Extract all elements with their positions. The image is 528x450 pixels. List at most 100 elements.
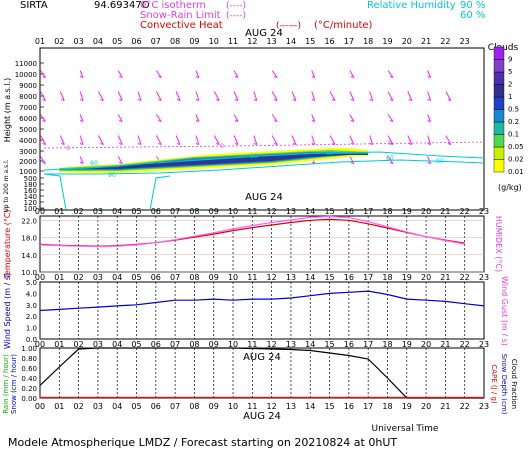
wind-arrow [291, 91, 297, 101]
ytick-label: 1.0 [26, 325, 37, 333]
color-bar-label: 0.02 [508, 156, 524, 164]
wind-arrow-head [176, 99, 181, 101]
hour-label: 02 [74, 273, 84, 282]
hour-label: 21 [440, 207, 450, 216]
color-bar-swatch [493, 46, 505, 60]
legend-isotherm-label: 0°C isotherm [140, 0, 206, 11]
cloud-ytick-label: 10000 [15, 71, 37, 79]
hour-label: 17 [344, 37, 354, 46]
clouds-color-bar: 0.01 0.02 0.05 0.1 0.2 0.5 1 2 5 9 [493, 46, 524, 176]
wind-arrow [311, 91, 316, 101]
hour-label: 03 [74, 37, 84, 46]
hour-label: 02 [54, 37, 64, 46]
isotherm-label: 0 [388, 140, 392, 147]
rh-contour-line [43, 173, 67, 211]
wind-arrow-head [195, 120, 200, 122]
ytick-label: 4.0 [26, 290, 37, 298]
hour-label: 05 [131, 340, 141, 349]
wind-arrow-head [311, 99, 315, 101]
hour-label: 18 [382, 273, 392, 282]
cloud-ytick-label: 160 [24, 187, 37, 195]
hour-label: 11 [247, 402, 257, 411]
wind-arrow [349, 91, 355, 101]
ytick-label: 5.0 [26, 279, 37, 287]
color-bar-label: 0.5 [508, 106, 519, 114]
wind-arrow [40, 91, 46, 101]
wind-arrow-head [369, 99, 373, 101]
wind-arrow [311, 114, 316, 122]
hour-label: 01 [54, 340, 64, 349]
wind-arrow-head [119, 120, 123, 122]
date-label-precip: AUG 24 [243, 352, 281, 363]
wind-arrow-head [216, 99, 220, 101]
wind-arrow-head [253, 143, 258, 145]
wind-arrow [387, 135, 394, 145]
hour-label: 15 [324, 207, 334, 216]
hour-label: 05 [131, 402, 141, 411]
legend-isotherm-sample: (----) [226, 1, 246, 11]
isotherm-line [43, 141, 485, 149]
hour-label: 22 [460, 273, 470, 282]
wind-arrow-head [158, 120, 162, 122]
forecast-title: Modele Atmospherique LMDZ / Forecast sta… [8, 436, 397, 449]
wind-arrow-head [389, 76, 394, 78]
hour-label: 20 [421, 340, 431, 349]
cloud-y-axis: 11000 10000 9000 8000 7000 6000 5000 4000 3000 20… [15, 60, 44, 213]
wind-arrow [155, 114, 162, 122]
wind-arrow [233, 91, 239, 101]
hour-label: 01 [54, 402, 64, 411]
wind-arrow [311, 70, 316, 78]
wind-arrow-head [195, 76, 200, 78]
wind-arrow-head [158, 143, 162, 145]
hour-label: 10 [228, 273, 238, 282]
snow-depth-ylabel: Snow Depth (cm) [500, 354, 508, 415]
cloud-ytick-label: 6000 [19, 115, 37, 123]
wind-arrow [369, 91, 374, 101]
hour-label: 19 [402, 402, 412, 411]
color-bar-swatch [493, 59, 505, 73]
wind-arrow-head [119, 162, 123, 164]
cloud-ytick-label: 140 [24, 193, 37, 201]
wind-arrow-head [408, 99, 412, 101]
hour-label: 23 [479, 402, 489, 411]
wind-arrow-head [350, 76, 355, 78]
hour-label: 18 [382, 207, 392, 216]
rh-label: Relative Humidity [367, 0, 456, 11]
rh-contour-label: 60 [250, 153, 258, 160]
wind-arrow [271, 70, 278, 78]
rh-contours [43, 151, 485, 211]
wind-arrow [195, 70, 200, 78]
wind-arrow [175, 135, 181, 145]
wind-arrow [349, 135, 355, 145]
wind-arrow-head [273, 143, 278, 145]
wind-arrow [349, 114, 355, 122]
wind-arrow [427, 70, 432, 78]
wind-arrow-head [137, 143, 142, 145]
hour-label: 05 [131, 207, 141, 216]
hour-label: 19 [402, 207, 412, 216]
ytick-label: 0.00 [21, 395, 37, 403]
cloud-ytick-label: 1000 [19, 168, 37, 176]
wind-arrow-head [350, 99, 355, 101]
hour-label: 09 [209, 402, 219, 411]
hour-label: 07 [170, 340, 180, 349]
wind-arrow-head [61, 143, 65, 145]
wind-arrow [387, 91, 394, 101]
ytick-label: 0.40 [21, 375, 37, 383]
hour-label: 20 [402, 37, 412, 46]
wind-arrow-head [273, 120, 278, 122]
color-bar-label: 0.01 [508, 168, 524, 176]
color-bar-label: 2 [508, 81, 512, 89]
wind-arrow-head [408, 143, 412, 145]
time-axis-label: Universal Time [372, 424, 439, 434]
wind-arrow-head [253, 99, 258, 101]
temperature-ylabel: Temperature (°C) [3, 209, 12, 279]
color-bar-swatch [493, 146, 505, 160]
wind-arrow [117, 156, 123, 164]
hour-label: 09 [209, 207, 219, 216]
wind-arrow [155, 91, 162, 101]
wind-arrow-head [234, 120, 239, 122]
wind-arrow [349, 156, 355, 164]
hour-label: 16 [324, 37, 334, 46]
hour-label: 10 [209, 37, 219, 46]
